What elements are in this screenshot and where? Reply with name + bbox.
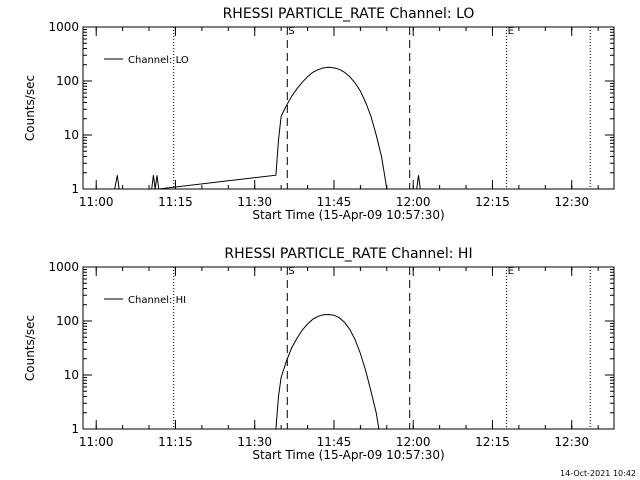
y-tick-label: 100 (56, 74, 79, 88)
chart-title: RHESSI PARTICLE_RATE Channel: LO (223, 6, 475, 22)
plot-frame (82, 26, 615, 190)
y-tick-label: 1 (71, 422, 79, 436)
marker-label: E (508, 266, 514, 277)
y-tick-label: 10 (64, 368, 79, 382)
x-tick-label: 12:30 (554, 435, 589, 449)
y-axis-label: Counts/sec (23, 315, 37, 381)
y-tick-label: 1 (71, 182, 79, 196)
x-tick-label: 12:00 (396, 195, 431, 209)
plot-frame (82, 266, 615, 430)
lo-channel-panel: RHESSI PARTICLE_RATE Channel: LO 11:00 11:… (23, 6, 615, 222)
y-tick-label: 10 (64, 128, 79, 142)
x-tick-label: 12:15 (475, 195, 510, 209)
generation-timestamp: 14-Oct-2021 10:42 (560, 469, 636, 478)
x-tick-label: 11:15 (158, 195, 193, 209)
y-axis-label: Counts/sec (23, 75, 37, 141)
y-tick-label: 100 (56, 314, 79, 328)
x-tick-label: 12:30 (554, 195, 589, 209)
data-series-line (275, 313, 380, 430)
x-tick-label: 11:45 (317, 435, 352, 449)
legend-label: Channel: HI (128, 295, 186, 306)
x-tick-label: 11:15 (158, 435, 193, 449)
x-axis-label: Start Time (15-Apr-09 10:57:30) (252, 208, 444, 222)
marker-label: E (508, 26, 514, 37)
x-tick-label: 11:30 (237, 435, 272, 449)
x-tick-label: 12:15 (475, 435, 510, 449)
legend-label: Channel: LO (128, 55, 189, 66)
x-tick-label: 11:30 (237, 195, 272, 209)
y-tick-label: 1000 (48, 260, 79, 274)
y-tick-label: 1000 (48, 20, 79, 34)
chart-title: RHESSI PARTICLE_RATE Channel: HI (224, 246, 472, 262)
hi-channel-panel: RHESSI PARTICLE_RATE Channel: HI 11:00 11:… (23, 246, 615, 462)
marker-label: S (288, 26, 294, 37)
x-tick-label: 11:00 (79, 195, 114, 209)
data-series-line (114, 66, 421, 190)
x-tick-label: 11:00 (79, 435, 114, 449)
x-tick-label: 12:00 (396, 435, 431, 449)
x-tick-label: 11:45 (317, 195, 352, 209)
x-axis-label: Start Time (15-Apr-09 10:57:30) (252, 448, 444, 462)
marker-label: S (288, 266, 294, 277)
